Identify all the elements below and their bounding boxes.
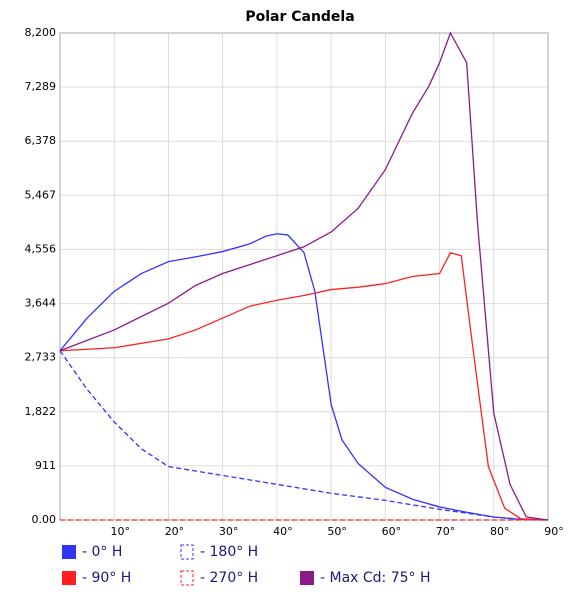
y-tick-label: 3,644 <box>25 297 57 310</box>
series-line <box>59 350 549 521</box>
legend-swatch <box>180 544 194 560</box>
legend-label: - 90° H <box>82 570 131 586</box>
legend-swatch <box>62 545 76 559</box>
series-line <box>59 251 549 521</box>
legend-label: - 270° H <box>200 570 258 586</box>
y-tick-label: 911 <box>35 459 56 472</box>
x-tick-label: 50° <box>327 525 347 538</box>
x-tick-label: 40° <box>273 525 293 538</box>
x-tick-label: 10° <box>110 525 130 538</box>
x-tick-label: 90° <box>544 525 564 538</box>
legend-label: - 180° H <box>200 544 258 560</box>
x-tick-label: 20° <box>165 525 185 538</box>
x-tick-label: 70° <box>436 525 456 538</box>
legend-swatch <box>300 571 314 585</box>
x-tick-label: 60° <box>382 525 402 538</box>
series-line <box>59 233 549 521</box>
y-tick-label: 4,556 <box>25 242 57 255</box>
y-tick-label: 7,289 <box>25 80 57 93</box>
chart-title: Polar Candela <box>245 9 354 25</box>
legend-swatch <box>180 570 194 586</box>
legend-swatch <box>62 571 76 585</box>
legend-label: - 0° H <box>82 544 122 560</box>
y-tick-label: 1,822 <box>25 405 57 418</box>
x-tick-label: 30° <box>219 525 239 538</box>
x-tick-label: 80° <box>490 525 510 538</box>
y-tick-label: 5,467 <box>25 188 57 201</box>
plot-area <box>59 32 549 521</box>
y-tick-label: 0.00 <box>32 513 57 526</box>
series-line <box>59 31 549 521</box>
y-tick-label: 8,200 <box>25 26 57 39</box>
y-tick-label: 2,733 <box>25 351 57 364</box>
legend-label: - Max Cd: 75° H <box>320 570 431 586</box>
y-tick-label: 6,378 <box>25 134 57 147</box>
